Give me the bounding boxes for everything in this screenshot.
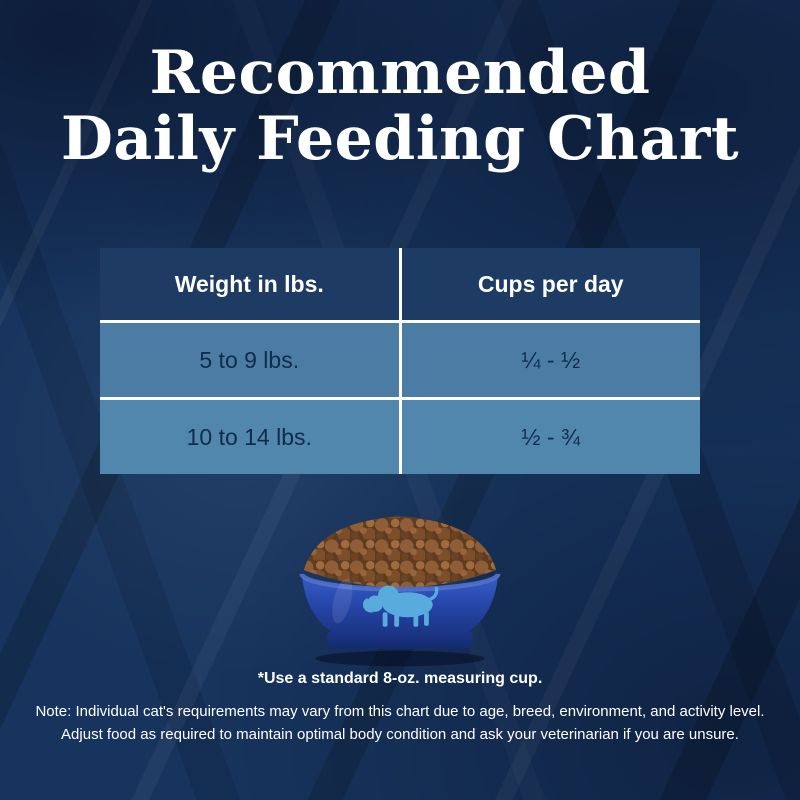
bowl-shine (332, 578, 353, 624)
bowl-shadow (315, 650, 485, 667)
table-row2-cups: ½ - ¾ (401, 400, 700, 474)
page-title-line2: Daily Feeding Chart (60, 104, 740, 174)
disclaimer-line2: Adjust food as required to maintain opti… (61, 725, 739, 743)
measuring-cup-footnote: *Use a standard 8-oz. measuring cup. (257, 670, 543, 687)
pet-food-bowl (299, 516, 501, 667)
table-row2-weight: 10 to 14 lbs. (100, 400, 399, 474)
table-row1-weight: 5 to 9 lbs. (100, 323, 399, 397)
kibble-pile (303, 516, 497, 588)
buffalo-logo-icon (362, 585, 439, 627)
table-row1-cups: ¼ - ½ (401, 323, 700, 397)
feeding-table: Weight in lbs. Cups per day 5 to 9 lbs. … (100, 248, 700, 474)
bowl-rim-highlight (299, 573, 501, 592)
page-title-line1: Recommended (149, 38, 651, 108)
table-header-cups: Cups per day (401, 248, 700, 320)
table-header-weight: Weight in lbs. (100, 248, 399, 320)
disclaimer-line1: Note: Individual cat's requirements may … (35, 703, 765, 720)
bowl-base (326, 631, 474, 649)
food-bowl-graphic (275, 497, 525, 677)
disclaimer-note: Note: Individual cat's requirements may … (0, 701, 800, 746)
page-title: Recommended Daily Feeding Chart (0, 40, 800, 172)
